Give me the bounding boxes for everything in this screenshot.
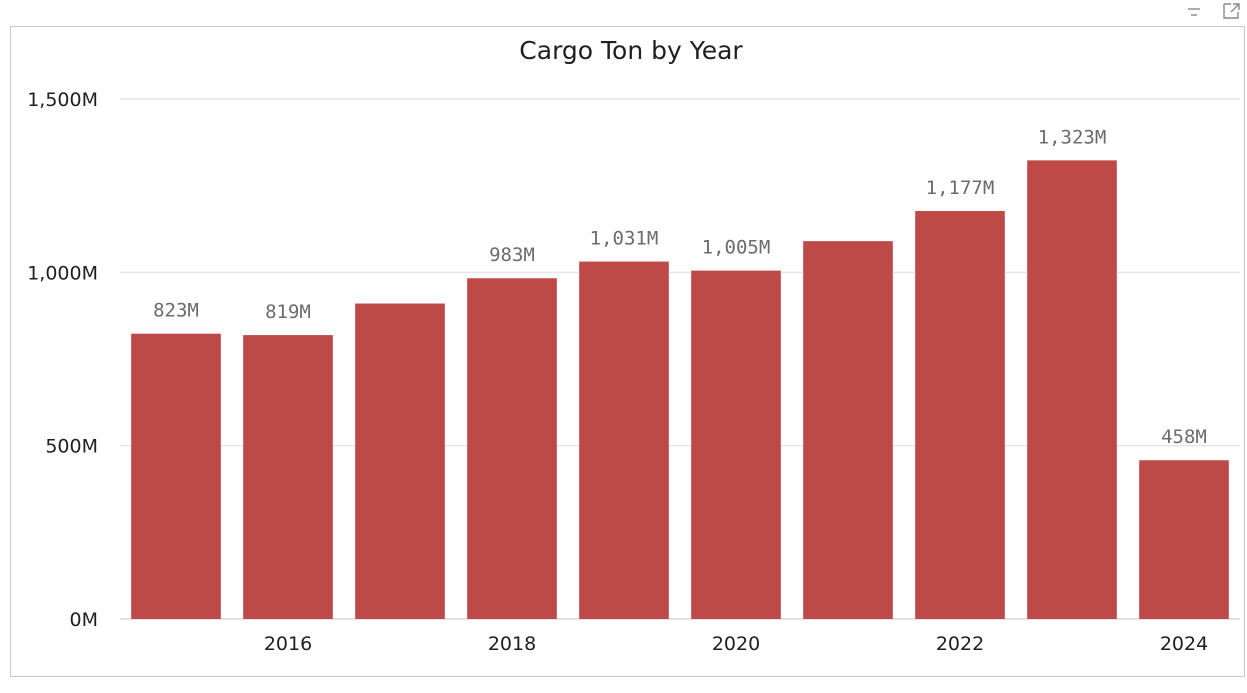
bar-2016[interactable] — [243, 335, 333, 619]
x-tick-label-2022: 2022 — [936, 633, 984, 655]
data-label-2019: 1,031M — [590, 228, 659, 250]
data-label-2022: 1,177M — [926, 177, 995, 199]
bar-2019[interactable] — [579, 261, 669, 619]
x-tick-label-2018: 2018 — [488, 633, 536, 655]
data-label-2023: 1,323M — [1038, 126, 1107, 148]
x-tick-label-2016: 2016 — [264, 633, 312, 655]
bar-2018[interactable] — [467, 278, 557, 619]
y-tick-label: 1,000M — [27, 262, 98, 284]
bar-2022[interactable] — [915, 210, 1005, 619]
data-label-2020: 1,005M — [702, 237, 771, 259]
filter-lines-icon[interactable] — [1183, 1, 1205, 21]
bar-2015[interactable] — [131, 333, 221, 619]
data-label-2016: 819M — [265, 301, 311, 323]
x-tick-label-2020: 2020 — [712, 633, 760, 655]
x-tick-label-2024: 2024 — [1160, 633, 1208, 655]
chart-title: Cargo Ton by Year — [519, 36, 743, 65]
y-tick-label: 500M — [45, 436, 98, 458]
x-axis: 2016 2018 2020 2022 2024 — [264, 633, 1208, 655]
y-tick-label: 1,500M — [27, 89, 98, 111]
y-tick-label: 0M — [70, 609, 98, 631]
data-label-2015: 823M — [153, 300, 199, 322]
visual-header-icons — [1183, 0, 1243, 22]
bar-2017[interactable] — [355, 303, 445, 619]
bar-2024[interactable] — [1139, 460, 1229, 619]
y-axis: 0M 500M 1,000M 1,500M — [27, 89, 98, 631]
focus-mode-icon[interactable] — [1221, 1, 1243, 21]
data-label-2018: 983M — [489, 244, 535, 266]
data-label-2024: 458M — [1161, 426, 1207, 448]
bar-2021[interactable] — [803, 241, 893, 619]
bars — [131, 160, 1229, 620]
bar-2020[interactable] — [691, 270, 781, 619]
data-labels: 823M 819M 983M 1,031M 1,005M 1,177M 1,323M 458M — [153, 126, 1207, 448]
bar-2023[interactable] — [1027, 160, 1117, 620]
